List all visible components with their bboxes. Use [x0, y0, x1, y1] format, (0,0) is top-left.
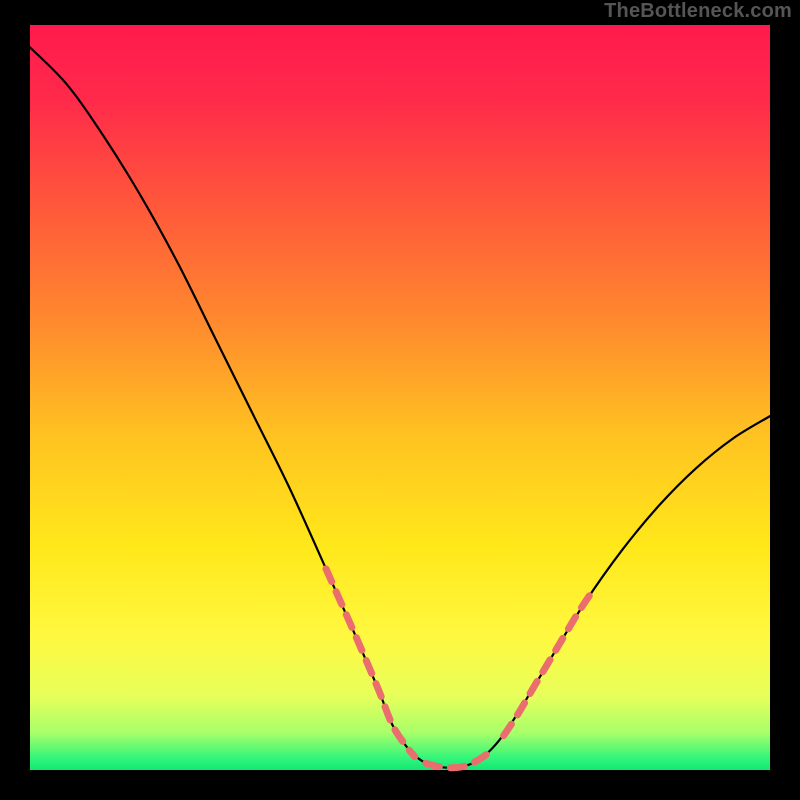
chart-container: TheBottleneck.com	[0, 0, 800, 800]
watermark-text: TheBottleneck.com	[604, 0, 792, 23]
plot-background	[30, 25, 770, 770]
bottleneck-chart	[0, 0, 800, 800]
